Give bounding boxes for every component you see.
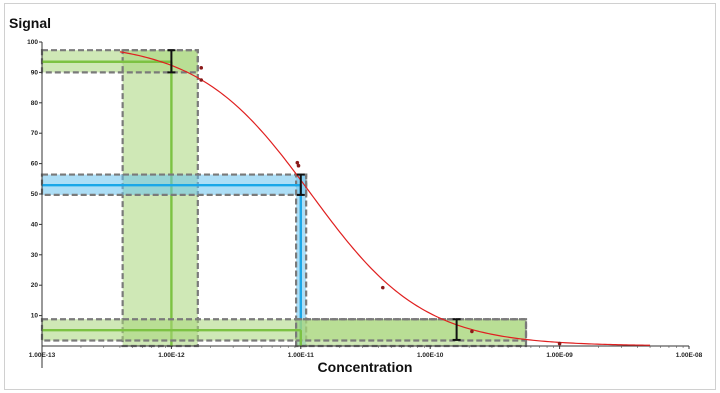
y-tick-label: 100: [27, 39, 38, 46]
x-ticks: 1.00E-13 1.00E-12 1.00E-11 1.00E-10 1.00E-09…: [29, 346, 703, 359]
x-tick-label: 1.00E-09: [546, 352, 573, 359]
band-ec50: [40, 173, 308, 348]
y-tick-label: 70: [31, 130, 39, 137]
band-ec90: [40, 49, 199, 348]
y-tick-label: 60: [31, 161, 39, 168]
y-tick-label: 40: [31, 221, 39, 228]
y-tick-label: 50: [31, 191, 39, 198]
y-tick-label: 10: [31, 313, 39, 320]
y-tick-label: 30: [31, 252, 39, 259]
x-tick-label: 1.00E-11: [288, 352, 314, 359]
chart-frame: 10 20 30 40 50 60 70 80 90 100 1.00E-13 1.00E-12 1.…: [4, 3, 716, 390]
data-point: [380, 285, 385, 290]
confidence-bands: [40, 49, 528, 348]
data-point: [557, 341, 562, 346]
data-point: [295, 160, 300, 165]
band-vertical-fill: [296, 319, 527, 346]
error-bar: [167, 49, 176, 74]
fit-curve: [119, 51, 651, 346]
error-bars: [167, 49, 461, 341]
x-axis-title: Concentration: [318, 359, 413, 375]
y-tick-label: 90: [31, 69, 39, 76]
data-point: [199, 66, 204, 70]
data-points: [199, 66, 562, 346]
data-point: [470, 329, 474, 334]
error-bar: [296, 173, 305, 196]
y-tick-label: 80: [31, 100, 39, 107]
x-tick-label: 1.00E-13: [29, 352, 56, 359]
y-axis-title: Signal: [9, 15, 51, 31]
data-point: [296, 163, 301, 168]
y-tick-label: 20: [31, 282, 39, 289]
band-vertical-fill: [122, 50, 198, 346]
x-tick-label: 1.00E-10: [417, 352, 444, 359]
x-tick-label: 1.00E-12: [158, 352, 185, 359]
error-bar: [452, 318, 461, 341]
y-ticks: 10 20 30 40 50 60 70 80 90 100: [27, 39, 42, 320]
x-tick-label: 1.00E-08: [676, 352, 703, 359]
data-point: [199, 78, 204, 82]
fit-curve-layer: [119, 51, 651, 346]
